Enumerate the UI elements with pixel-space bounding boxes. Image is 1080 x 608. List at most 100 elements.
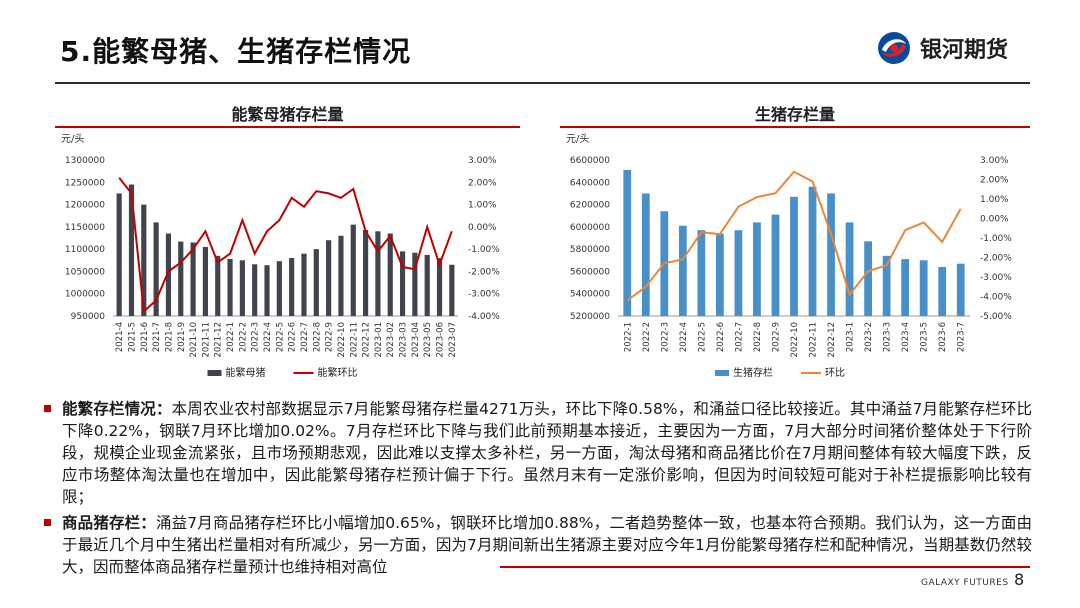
y2-tick-label: 2.00% bbox=[980, 176, 1009, 186]
x-tick-label: 2022-6 bbox=[288, 322, 298, 352]
y2-tick-label: -3.00% bbox=[468, 290, 500, 300]
footer-brand: GALAXY FUTURES bbox=[921, 578, 1009, 588]
bullet-text: 涌益7月商品猪存栏环比小幅增加0.65%，钢联环比增加0.88%，二者趋势整体一… bbox=[62, 514, 1032, 576]
x-tick-label: 2022-10 bbox=[337, 322, 347, 358]
bar bbox=[808, 186, 817, 316]
x-tick-label: 2022-9 bbox=[771, 322, 781, 352]
x-tick-label: 2021-10 bbox=[189, 322, 199, 358]
y-tick-label: 1300000 bbox=[65, 156, 105, 166]
bar bbox=[697, 230, 706, 316]
bar bbox=[919, 260, 928, 316]
bullet-marker bbox=[44, 519, 51, 526]
chart-sow-inventory: 能繁母猪存栏量 元/头 1300000 1250000 1200000 1150000 11… bbox=[55, 98, 520, 388]
x-tick-label: 2022-7 bbox=[734, 322, 744, 352]
bar bbox=[716, 233, 724, 316]
title-divider bbox=[55, 82, 1030, 84]
y2-tick-label: -3.00% bbox=[980, 273, 1012, 283]
y-tick-label: 5400000 bbox=[570, 290, 610, 300]
x-tick-label: 2023-01 bbox=[374, 322, 384, 358]
x-tick-label: 2022-6 bbox=[716, 322, 726, 352]
x-tick-label: 2022-3 bbox=[660, 322, 670, 352]
bar bbox=[901, 259, 910, 316]
slide-title: 5.能繁母猪、生猪存栏情况 bbox=[60, 35, 412, 68]
bar bbox=[276, 261, 282, 316]
x-tick-label: 2021-11 bbox=[201, 322, 211, 358]
bar bbox=[623, 170, 632, 316]
chart-title-underline bbox=[55, 126, 520, 128]
bar bbox=[864, 241, 872, 316]
bar bbox=[424, 254, 430, 316]
x-tick-label: 2023-6 bbox=[938, 322, 948, 352]
bar bbox=[387, 233, 393, 316]
bar bbox=[449, 264, 455, 316]
x-tick-label: 2022-3 bbox=[251, 322, 261, 352]
y2-tick-label: -4.00% bbox=[980, 293, 1012, 303]
x-tick-label: 2022-11 bbox=[349, 322, 359, 358]
chart-hog-inventory: 生猪存栏量 元/头 6600000 6400000 6200000 6000000 5800… bbox=[560, 98, 1030, 388]
bar bbox=[153, 222, 159, 316]
bullet-sow: 能繁存栏情况：本周农业农村部数据显示7月能繁母猪存栏量4271万头，环比下降0.… bbox=[42, 398, 1032, 508]
x-tick-label: 2022-5 bbox=[275, 322, 285, 352]
x-tick-label: 2022-12 bbox=[827, 322, 837, 358]
bar bbox=[116, 193, 122, 316]
x-tick-label: 2023-3 bbox=[883, 322, 893, 352]
x-tick-label: 2022-4 bbox=[679, 322, 689, 352]
bar bbox=[289, 258, 295, 316]
bar bbox=[252, 264, 258, 316]
y2-tick-label: 0.00% bbox=[468, 223, 497, 233]
bar bbox=[239, 260, 245, 316]
x-tick-label: 2022-1 bbox=[623, 322, 633, 352]
x-tick-label: 2023-06 bbox=[436, 322, 446, 358]
y-tick-label: 1100000 bbox=[65, 245, 105, 255]
y2-tick-label: -2.00% bbox=[468, 267, 500, 277]
x-tick-label: 2022-7 bbox=[300, 322, 310, 352]
bar bbox=[165, 233, 172, 316]
bar bbox=[128, 184, 135, 316]
y-tick-label: 5200000 bbox=[570, 312, 610, 322]
series-line bbox=[118, 177, 453, 314]
bar bbox=[882, 255, 891, 316]
legend-swatch-bar bbox=[715, 370, 729, 376]
x-tick-label: 2021-8 bbox=[164, 322, 174, 352]
bar bbox=[641, 193, 650, 316]
bar bbox=[753, 222, 761, 316]
y2-tick-label: -2.00% bbox=[980, 254, 1012, 264]
bullet-hog: 商品猪存栏：涌益7月商品猪存栏环比小幅增加0.65%，钢联环比增加0.88%，二… bbox=[42, 512, 1032, 578]
x-tick-label: 2022-9 bbox=[325, 322, 335, 352]
x-tick-label: 2022-8 bbox=[753, 322, 763, 352]
bar bbox=[215, 255, 221, 316]
footer-divider bbox=[500, 566, 1030, 568]
x-tick-label: 2023-2 bbox=[864, 322, 874, 352]
bar bbox=[363, 229, 369, 316]
bar bbox=[938, 266, 947, 316]
bar bbox=[190, 242, 196, 316]
y-tick-label: 5800000 bbox=[570, 245, 610, 255]
x-tick-label: 2023-5 bbox=[920, 322, 930, 352]
legend-label-line: 环比 bbox=[825, 367, 845, 379]
y-axis-unit-label: 元/头 bbox=[61, 133, 84, 145]
x-tick-label: 2022-8 bbox=[312, 322, 322, 352]
y-tick-label: 1200000 bbox=[65, 201, 105, 211]
y2-tick-label: 2.00% bbox=[468, 178, 497, 188]
legend-label-line: 能繁环比 bbox=[318, 366, 358, 379]
y-tick-label: 6400000 bbox=[570, 178, 610, 188]
bar bbox=[338, 235, 344, 316]
bar bbox=[313, 249, 319, 316]
bullet-heading: 能繁存栏情况： bbox=[62, 400, 172, 418]
y2-tick-label: 3.00% bbox=[980, 156, 1009, 166]
y-tick-label: 6200000 bbox=[570, 201, 610, 211]
bar bbox=[202, 246, 208, 316]
brand-logo: 银河期货 bbox=[876, 28, 1008, 68]
legend-label-bar: 生猪存栏 bbox=[733, 366, 773, 379]
bar bbox=[399, 251, 406, 316]
x-tick-label: 2021-4 bbox=[115, 322, 125, 352]
x-tick-label: 2022-5 bbox=[697, 322, 707, 352]
bar bbox=[678, 225, 687, 316]
x-tick-label: 2022-4 bbox=[263, 322, 273, 352]
bar bbox=[141, 204, 147, 316]
y2-tick-label: 1.00% bbox=[980, 195, 1009, 205]
y-tick-label: 1050000 bbox=[65, 267, 105, 277]
x-tick-label: 2021-7 bbox=[152, 322, 162, 352]
y2-tick-label: 0.00% bbox=[980, 215, 1009, 225]
bar bbox=[412, 252, 418, 316]
